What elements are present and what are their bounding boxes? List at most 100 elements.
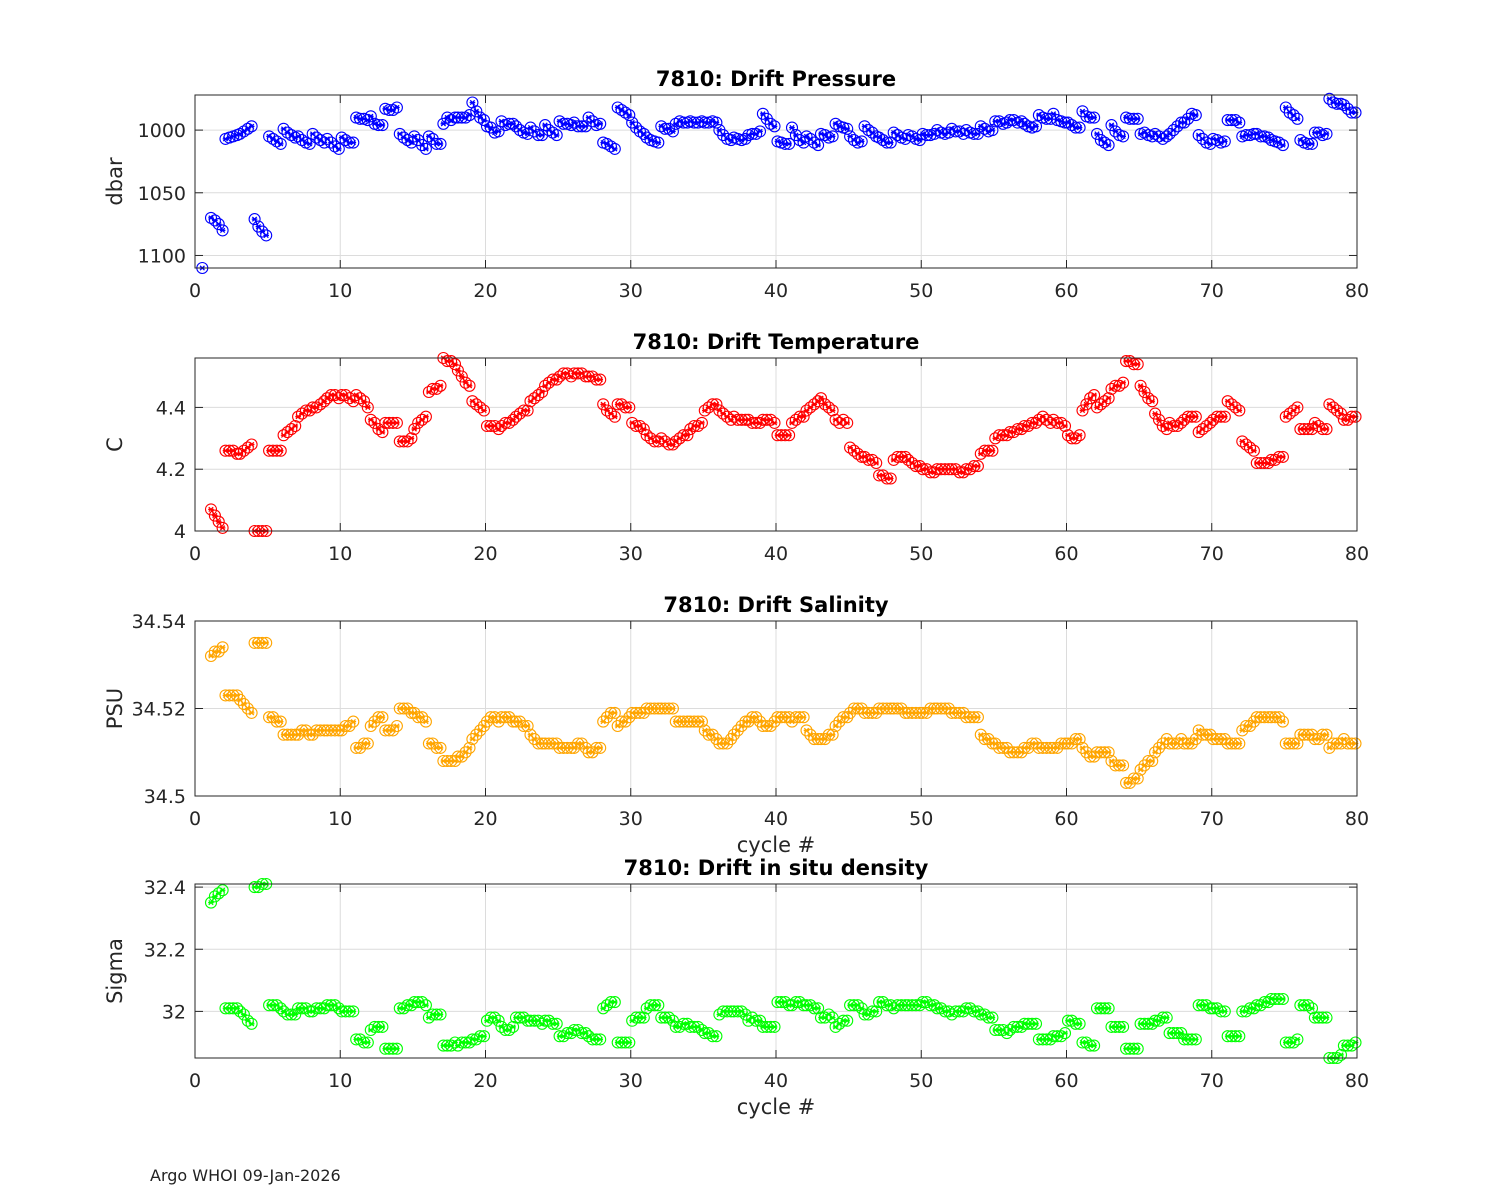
data-point bbox=[1073, 121, 1086, 134]
data-point bbox=[361, 1036, 374, 1049]
data-point bbox=[568, 741, 581, 754]
data-point bbox=[1163, 127, 1176, 140]
x-tick-label: 0 bbox=[189, 543, 201, 565]
data-point bbox=[386, 724, 400, 737]
data-point bbox=[463, 741, 476, 754]
data-point bbox=[1047, 413, 1060, 426]
data-point bbox=[364, 413, 377, 426]
data-point-star bbox=[626, 1039, 633, 1046]
data-point bbox=[397, 1002, 410, 1015]
data-point bbox=[876, 996, 890, 1009]
data-point-star bbox=[1280, 718, 1286, 725]
data-point bbox=[1279, 410, 1292, 423]
data-point-star bbox=[408, 435, 415, 441]
data-point-star bbox=[989, 1014, 996, 1021]
data-point bbox=[517, 1011, 530, 1024]
data-point-star bbox=[1294, 1036, 1301, 1043]
data-point-star bbox=[1105, 142, 1112, 148]
data-point bbox=[354, 741, 367, 754]
data-point bbox=[434, 137, 447, 150]
data-point bbox=[270, 999, 283, 1012]
data-point-star bbox=[495, 1018, 502, 1024]
data-point bbox=[1117, 376, 1130, 389]
data-point bbox=[231, 1002, 244, 1015]
data-point bbox=[1287, 404, 1300, 417]
data-point bbox=[321, 132, 334, 145]
data-point-star bbox=[1309, 141, 1315, 147]
data-point bbox=[507, 117, 520, 130]
cycle-trace bbox=[210, 509, 224, 529]
density-panel: 0 10 20 30 40 50 60 70 80 32 32.2 32.4 7810: Drift i… bbox=[103, 856, 1369, 1119]
data-point bbox=[1044, 1033, 1057, 1046]
data-point bbox=[1276, 715, 1289, 728]
data-point bbox=[1218, 135, 1231, 148]
data-point bbox=[1073, 429, 1086, 442]
data-point bbox=[350, 389, 363, 402]
data-point-star bbox=[1323, 426, 1330, 432]
panel-title: 7810: Drift Salinity bbox=[663, 593, 889, 617]
data-point-star bbox=[263, 640, 269, 646]
data-point bbox=[899, 450, 912, 463]
salinity-panel: 0 10 20 30 40 50 60 70 80 34.5 34.52 34.54 7810: Dri… bbox=[103, 593, 1369, 857]
data-point-star bbox=[1105, 1005, 1112, 1011]
data-point-star bbox=[1280, 142, 1286, 148]
x-tick-label: 80 bbox=[1345, 543, 1369, 565]
data-point bbox=[292, 728, 305, 741]
data-point bbox=[314, 398, 327, 411]
data-point-star bbox=[858, 138, 865, 145]
data-point bbox=[503, 416, 516, 429]
data-point-star bbox=[1134, 1046, 1141, 1052]
data-point bbox=[1000, 1027, 1013, 1040]
data-point bbox=[237, 444, 250, 457]
data-point bbox=[212, 218, 225, 231]
data-point bbox=[492, 1014, 505, 1027]
data-point bbox=[1163, 416, 1176, 429]
data-point bbox=[1283, 407, 1296, 420]
data-point-star bbox=[1222, 138, 1228, 145]
data-point bbox=[451, 364, 464, 377]
data-point-star bbox=[306, 141, 313, 147]
data-point bbox=[1308, 416, 1321, 429]
data-point bbox=[1341, 413, 1354, 426]
data-point-star bbox=[815, 142, 821, 148]
data-point bbox=[1291, 737, 1304, 750]
data-point bbox=[586, 746, 599, 759]
data-point bbox=[474, 724, 487, 737]
data-point bbox=[586, 115, 599, 128]
data-point bbox=[328, 999, 341, 1012]
data-point bbox=[1192, 129, 1205, 142]
data-point bbox=[783, 137, 796, 150]
data-point bbox=[906, 456, 919, 470]
data-point bbox=[1243, 441, 1257, 454]
data-point bbox=[503, 711, 516, 724]
data-point bbox=[285, 423, 298, 436]
data-point bbox=[495, 1020, 508, 1033]
data-point bbox=[1146, 754, 1159, 768]
data-point bbox=[451, 1039, 464, 1052]
data-point bbox=[1291, 1033, 1304, 1046]
data-point bbox=[1073, 733, 1086, 746]
data-point-star bbox=[277, 448, 284, 454]
data-point-star bbox=[1323, 131, 1330, 137]
data-point bbox=[277, 1005, 290, 1018]
data-point bbox=[1090, 401, 1104, 414]
x-tick-label: 30 bbox=[619, 543, 643, 565]
data-point-star bbox=[844, 126, 850, 132]
data-point-star bbox=[1294, 404, 1301, 411]
data-point bbox=[241, 441, 254, 454]
data-point bbox=[742, 715, 755, 728]
data-point bbox=[256, 225, 269, 238]
data-point bbox=[637, 1011, 650, 1024]
data-point bbox=[858, 450, 871, 463]
data-point bbox=[1160, 130, 1173, 143]
data-point-star bbox=[713, 119, 720, 126]
data-point bbox=[818, 733, 831, 746]
data-point bbox=[542, 1014, 555, 1027]
data-point bbox=[727, 410, 740, 423]
data-point bbox=[470, 398, 483, 411]
data-point bbox=[608, 410, 621, 423]
data-point bbox=[1240, 1005, 1253, 1018]
data-point bbox=[241, 1014, 254, 1027]
data-point bbox=[488, 1011, 501, 1024]
data-point bbox=[695, 416, 708, 429]
